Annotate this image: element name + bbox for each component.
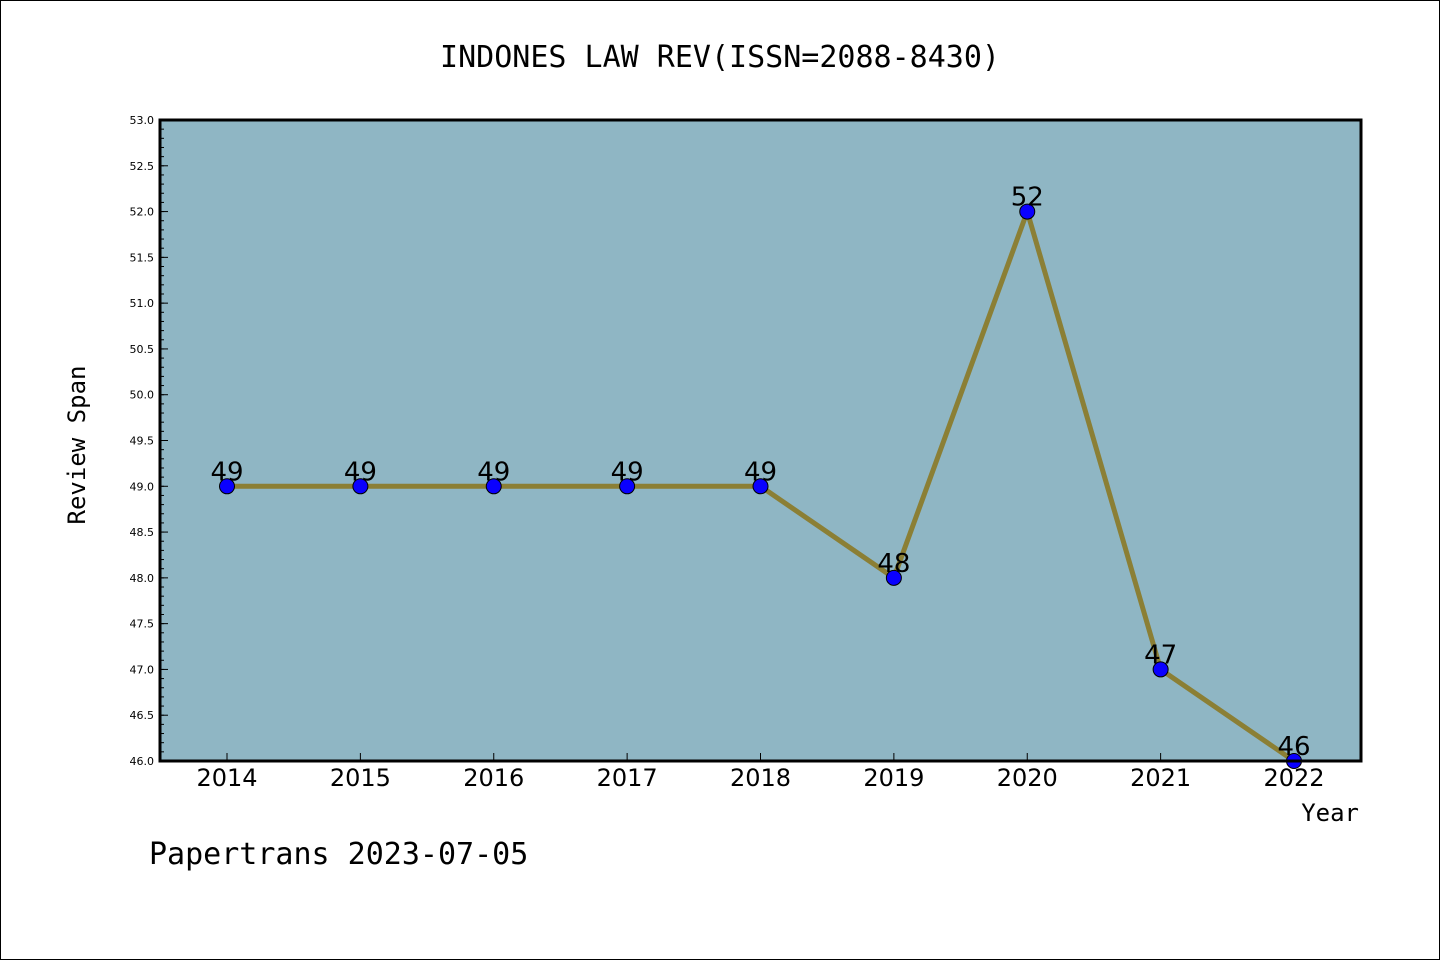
y-tick-label: 50.5	[130, 343, 155, 356]
x-tick-label: 2021	[1130, 764, 1191, 792]
x-tick-label: 2016	[463, 764, 524, 792]
footer-text: Papertrans 2023-07-05	[149, 837, 528, 872]
y-tick-label: 50.0	[130, 389, 155, 402]
data-label: 52	[1011, 183, 1044, 213]
x-tick-label: 2019	[863, 764, 924, 792]
x-axis-label: Year	[1301, 799, 1359, 827]
data-point	[752, 478, 769, 495]
data-point	[1152, 661, 1169, 678]
plot-area	[160, 120, 1361, 761]
data-label: 49	[477, 457, 510, 487]
data-label: 47	[1144, 640, 1177, 670]
y-tick-label: 47.0	[130, 663, 155, 676]
y-axis-label: Review Span	[63, 366, 91, 525]
y-tick-label: 52.5	[130, 160, 155, 173]
x-tick-label: 2015	[330, 764, 391, 792]
chart-title: INDONES LAW REV(ISSN=2088-8430)	[440, 40, 1000, 75]
y-tick-label: 48.0	[130, 572, 155, 585]
data-point	[219, 478, 235, 495]
x-tick-label: 2020	[997, 764, 1058, 792]
data-label: 49	[210, 457, 243, 487]
y-tick-label: 49.5	[130, 435, 155, 448]
y-tick-label: 48.5	[130, 526, 155, 539]
data-label: 49	[344, 457, 377, 487]
x-tick-label: 2017	[597, 764, 658, 792]
data-label: 48	[877, 549, 910, 579]
x-axis: 2014 2015 2016 2017 2018 2019 2020 2021 2022	[196, 753, 1325, 792]
y-axis: 46.0 46.5 47.0 47.5 48.0 48.5 49.0 49.5 50.0 50.5…	[130, 114, 168, 768]
x-tick-label: 2018	[730, 764, 791, 792]
y-tick-label: 46.5	[130, 709, 155, 722]
data-label: 49	[744, 457, 777, 487]
data-point	[885, 569, 902, 586]
data-label: 46	[1277, 732, 1310, 762]
y-tick-label: 47.5	[130, 618, 155, 631]
data-point	[619, 478, 636, 495]
y-tick-label: 51.0	[130, 297, 155, 310]
data-label: 49	[611, 457, 644, 487]
plot-frame	[158, 118, 1363, 763]
data-point	[352, 478, 369, 495]
data-point	[1019, 203, 1036, 220]
y-tick-label: 53.0	[130, 114, 155, 127]
series-layer: 49 49 49 49 49 48 52 47 46	[210, 183, 1311, 769]
data-point	[485, 478, 502, 495]
y-tick-label: 52.0	[130, 206, 155, 219]
y-tick-label: 46.0	[130, 755, 155, 768]
x-tick-label: 2014	[196, 764, 257, 792]
y-tick-label: 51.5	[130, 251, 155, 264]
y-tick-label: 49.0	[130, 480, 155, 493]
